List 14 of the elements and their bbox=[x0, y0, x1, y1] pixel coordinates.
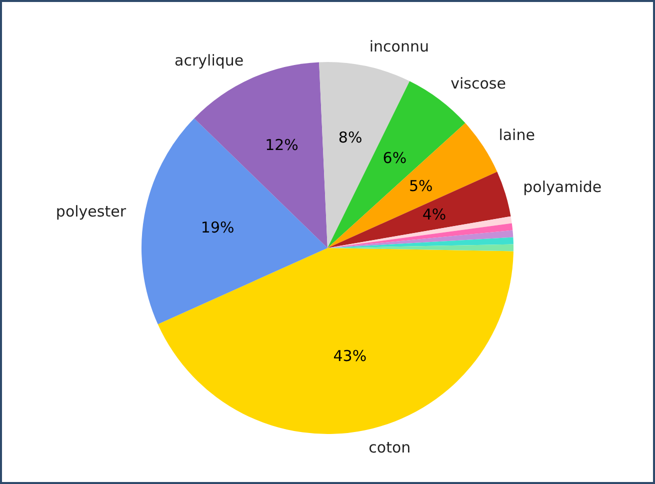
data-label: 5% bbox=[408, 176, 433, 195]
slice-label: polyester bbox=[56, 202, 127, 220]
slice-label: laine bbox=[498, 126, 535, 144]
slice-label: acrylique bbox=[174, 51, 244, 70]
slice-label: inconnu bbox=[369, 38, 429, 56]
data-label: 12% bbox=[265, 136, 298, 154]
data-label: 4% bbox=[422, 205, 446, 224]
data-label: 19% bbox=[200, 218, 234, 237]
data-label: 43% bbox=[333, 347, 367, 366]
slice-label: coton bbox=[368, 438, 411, 456]
data-label: 8% bbox=[338, 128, 362, 147]
slice-label: viscose bbox=[450, 74, 506, 92]
data-label: 6% bbox=[382, 148, 407, 167]
slice-label: polyamide bbox=[523, 178, 602, 196]
